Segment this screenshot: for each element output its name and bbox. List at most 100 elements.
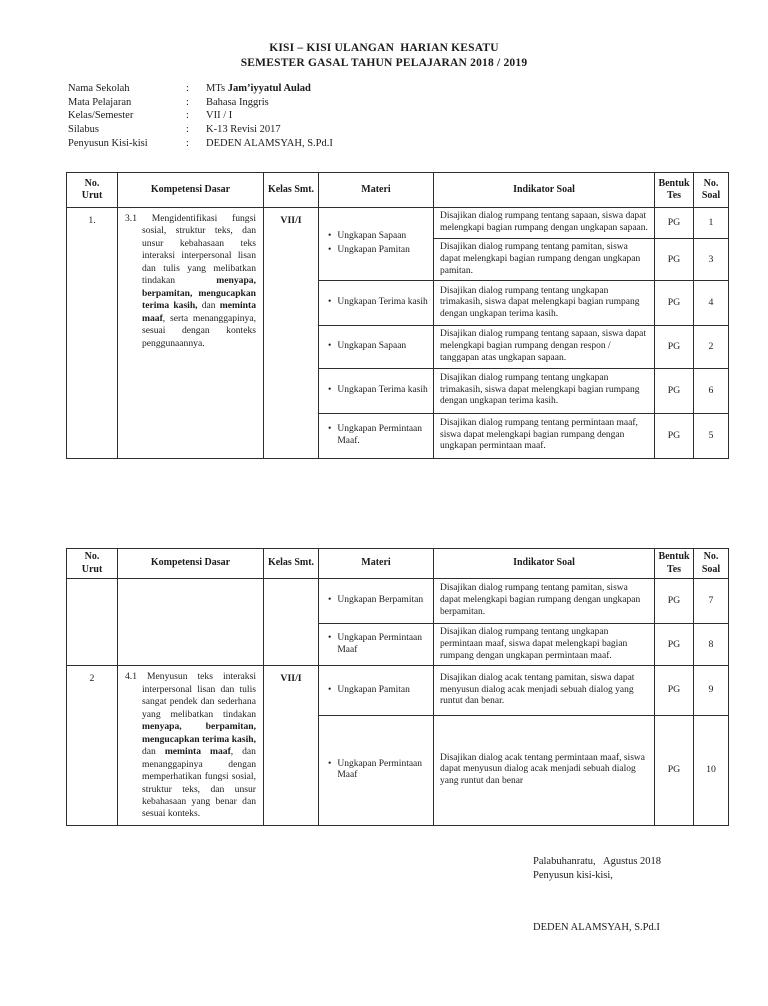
meta-row-syllabus: Silabus : K-13 Revisi 2017 bbox=[68, 123, 333, 137]
materi-item: • Ungkapan Terima kasih bbox=[328, 384, 428, 395]
materi-cell: • Ungkapan Terima kasih bbox=[318, 367, 434, 414]
col-header-indikator-soal: Indikator Soal bbox=[433, 172, 655, 208]
school-prefix: MTs bbox=[206, 83, 228, 94]
meta-colon: : bbox=[186, 83, 189, 94]
bentuk-tes-cell: PG bbox=[654, 207, 694, 239]
kd-text-bold: menyapa, berpamitan, mengucapkan terima … bbox=[142, 275, 256, 312]
col-header-bentuk-tes: Bentuk Tes bbox=[654, 172, 694, 208]
kelas-cell-empty bbox=[263, 577, 319, 667]
col-header-materi: Materi bbox=[318, 172, 434, 208]
meta-label: Nama Sekolah bbox=[68, 83, 130, 94]
materi-item: • Ungkapan Terima kasih bbox=[328, 297, 428, 308]
indikator-cell: Disajikan dialog acak tentang pamitan, s… bbox=[433, 665, 655, 716]
meta-label: Silabus bbox=[68, 124, 99, 136]
table-row: • Ungkapan Sapaan Disajikan dialog rumpan… bbox=[67, 325, 729, 369]
meta-value: DEDEN ALAMSYAH, S.Pd.I bbox=[206, 137, 333, 149]
indikator-cell: Disajikan dialog rumpang tentang ungkapa… bbox=[433, 280, 655, 327]
indikator-cell: Disajikan dialog rumpang tentang sapaan,… bbox=[433, 207, 655, 239]
indikator-cell: Disajikan dialog rumpang tentang permint… bbox=[433, 412, 655, 459]
materi-cell: • Ungkapan Permintaan Maaf bbox=[318, 622, 434, 667]
bentuk-tes-cell: PG bbox=[654, 325, 694, 369]
col-header-kompetensi-dasar: Kompetensi Dasar bbox=[117, 548, 264, 579]
meta-value: MTs Jam’iyyatul Aulad bbox=[206, 82, 311, 96]
col-header-no-soal: No. Soal bbox=[693, 172, 729, 208]
kompetensi-dasar-cell: 4.1 Menyusun teks interaksi interpersona… bbox=[117, 665, 264, 826]
kisi-table-2: No. Urut Kompetensi Dasar Kelas Smt. Mat… bbox=[66, 548, 729, 826]
bullet-marker: • bbox=[328, 245, 332, 256]
indikator-cell: Disajikan dialog rumpang tentang pamitan… bbox=[433, 578, 655, 624]
meta-value: K-13 Revisi 2017 bbox=[206, 124, 281, 136]
kisi-table-1: No. Urut Kompetensi Dasar Kelas Smt. Mat… bbox=[66, 172, 729, 459]
document-title-block: KISI – KISI ULANGAN HARIAN KESATU SEMEST… bbox=[0, 41, 768, 71]
no-urut-cell: 2 bbox=[66, 665, 118, 826]
no-soal-cell: 2 bbox=[693, 325, 729, 369]
bentuk-tes-cell: PG bbox=[654, 622, 694, 667]
no-urut-cell-empty bbox=[66, 577, 118, 667]
col-header-indikator-soal: Indikator Soal bbox=[433, 548, 655, 579]
no-soal-cell: 1 bbox=[693, 207, 729, 239]
bentuk-tes-cell: PG bbox=[654, 237, 694, 282]
col-header-no-urut: No. Urut bbox=[66, 172, 118, 208]
bullet-marker: • bbox=[328, 758, 332, 769]
bentuk-tes-cell: PG bbox=[654, 665, 694, 716]
indikator-cell: Disajikan dialog acak tentang permintaan… bbox=[433, 714, 655, 826]
materi-item: • Ungkapan Sapaan bbox=[328, 341, 407, 352]
bentuk-tes-cell: PG bbox=[654, 280, 694, 327]
footer-place-date: Palabuhanratu, Agustus 2018 bbox=[533, 856, 662, 867]
school-name: Jam’iyyatul Aulad bbox=[227, 83, 311, 94]
meta-row-author: Penyusun Kisi-kisi : DEDEN ALAMSYAH, S.P… bbox=[68, 137, 333, 151]
meta-value: VII / I bbox=[206, 110, 233, 122]
materi-item: • Ungkapan Pamitan bbox=[328, 684, 410, 695]
table-row: • Ungkapan Permintaan Maaf Disajikan dial… bbox=[67, 714, 729, 826]
bullet-marker: • bbox=[328, 384, 332, 395]
kd-text-bold: meminta maaf bbox=[142, 300, 256, 324]
kd-text: dan bbox=[142, 746, 165, 758]
materi-cell: • Ungkapan Sapaan bbox=[318, 325, 434, 369]
table-row: • Ungkapan Terima kasih Disajikan dialog … bbox=[67, 280, 729, 327]
no-urut-cell: 1. bbox=[66, 207, 118, 459]
indikator-cell: Disajikan dialog rumpang tentang ungkapa… bbox=[433, 367, 655, 414]
bentuk-tes-cell: PG bbox=[654, 367, 694, 414]
no-soal-cell: 6 bbox=[693, 367, 729, 414]
materi-item: • Ungkapan Permintaan Maaf bbox=[328, 758, 423, 781]
kompetensi-dasar-cell-empty bbox=[117, 577, 264, 667]
no-soal-cell: 9 bbox=[693, 665, 729, 716]
col-header-kompetensi-dasar: Kompetensi Dasar bbox=[117, 172, 264, 208]
signature-name: DEDEN ALAMSYAH, S.Pd.I bbox=[533, 922, 660, 933]
footer-block: Palabuhanratu, Agustus 2018 Penyusun kis… bbox=[533, 855, 661, 883]
meta-row-school: Nama Sekolah : MTs Jam’iyyatul Aulad bbox=[68, 82, 333, 96]
kd-text-bold: menyapa, berpamitan, mengucapkan terima … bbox=[142, 721, 256, 745]
table-row: • Ungkapan Berpamitan Disajikan dialog ru… bbox=[66, 577, 729, 667]
meta-label: Mata Pelajaran bbox=[68, 96, 132, 108]
kd-text: 3.1 Mengidentifikasi fungsi sosial, stru… bbox=[125, 213, 256, 287]
bullet-marker: • bbox=[328, 632, 332, 643]
bullet-marker: • bbox=[328, 423, 332, 434]
document-subtitle: SEMESTER GASAL TAHUN PELAJARAN 2018 / 20… bbox=[240, 57, 528, 69]
bullet-marker: • bbox=[328, 684, 332, 695]
bullet-marker: • bbox=[328, 595, 332, 606]
no-soal-cell: 4 bbox=[693, 280, 729, 327]
materi-cell: • Ungkapan Berpamitan bbox=[318, 578, 434, 624]
metadata-block: Nama Sekolah : MTs Jam’iyyatul Aulad Mat… bbox=[68, 82, 333, 150]
bullet-marker: • bbox=[328, 231, 332, 242]
col-header-no-urut: No. Urut bbox=[66, 548, 118, 579]
kd-text: , dan menanggapinya dengan memperhatikan… bbox=[142, 746, 256, 820]
meta-row-class: Kelas/Semester : VII / I bbox=[68, 109, 333, 123]
bentuk-tes-cell: PG bbox=[654, 714, 694, 826]
table-row: 2 4.1 Menyusun teks interaksi interperso… bbox=[66, 665, 729, 826]
meta-colon: : bbox=[186, 96, 189, 108]
meta-colon: : bbox=[186, 124, 189, 136]
kd-text-bold: meminta maaf bbox=[164, 746, 231, 758]
bullet-marker: • bbox=[328, 341, 332, 352]
no-soal-cell: 3 bbox=[693, 237, 729, 282]
col-header-kelas-smt: Kelas Smt. bbox=[263, 172, 319, 208]
bullet-marker: • bbox=[328, 297, 332, 308]
table-row: 1. 3.1 Mengidentifikasi fungsi sosial, s… bbox=[66, 206, 729, 459]
indikator-cell: Disajikan dialog rumpang tentang sapaan,… bbox=[433, 325, 655, 369]
kd-text: , serta menanggapinya, sesuai dengan kon… bbox=[142, 312, 256, 349]
no-soal-cell: 10 bbox=[693, 714, 729, 826]
meta-colon: : bbox=[186, 110, 189, 122]
materi-item: • Ungkapan Pamitan bbox=[328, 245, 410, 256]
footer-role: Penyusun kisi-kisi, bbox=[533, 870, 613, 881]
